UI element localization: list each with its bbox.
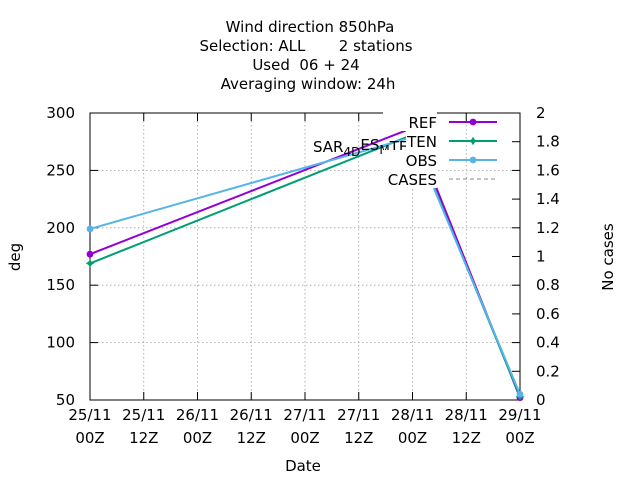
x-tick-label-hour: 12Z	[344, 429, 373, 447]
x-tick-label-hour: 00Z	[398, 429, 427, 447]
y2-axis-ticks: 0 0.2 0.4 0.6 0.8 1 1.2 1.4 1.6 1.8 2	[512, 104, 560, 409]
y2-axis-label: No cases	[599, 223, 617, 291]
x-tick-label-date: 26/11	[176, 406, 219, 424]
legend-entry-ten: TEN	[406, 131, 497, 151]
y-axis-label: deg	[6, 243, 24, 271]
overlapping-label-part-es: ES	[360, 136, 379, 154]
title-line-3: Used 06 + 24	[252, 56, 359, 74]
y-tick-label: 50	[56, 391, 75, 409]
x-tick-label-hour: 12Z	[129, 429, 158, 447]
overlapping-label-part-4d: 4D	[343, 145, 360, 159]
x-tick-label-date: 26/11	[230, 406, 273, 424]
legend-label-obs: OBS	[406, 152, 437, 170]
legend-marker-ten	[468, 136, 478, 146]
y2-tick-label: 0.6	[536, 305, 560, 323]
x-tick-label-date: 28/11	[445, 406, 488, 424]
legend-label-background	[406, 131, 438, 150]
plot-frame	[89, 112, 521, 401]
y2-tick-label: 0.8	[536, 276, 560, 294]
legend-entry-cases: CASES	[383, 169, 497, 189]
x-tick-label-hour: 00Z	[183, 429, 212, 447]
legend-marker-obs	[469, 156, 477, 164]
ten-point	[85, 259, 95, 268]
obs-point	[86, 225, 94, 233]
x-tick-label-hour: 00Z	[505, 429, 534, 447]
x-tick-label-date: 25/11	[68, 406, 111, 424]
x-tick-label-hour: 00Z	[75, 429, 104, 447]
grid	[90, 113, 520, 400]
y-axis-ticks: 50 100 150 200 250 300	[46, 104, 98, 409]
y2-tick-label: 0.2	[536, 362, 560, 380]
legend-label-background	[383, 150, 437, 169]
obs-point	[516, 390, 524, 398]
title-line-2: Selection: ALL 2 stations	[199, 37, 412, 55]
y2-tick-label: 0	[536, 391, 546, 409]
y-tick-label: 250	[46, 161, 75, 179]
y2-tick-label: 1.8	[536, 133, 560, 151]
x-axis-label: Date	[285, 457, 321, 475]
ref-point	[86, 250, 94, 258]
x-tick-label-date: 29/11	[498, 406, 541, 424]
y2-tick-label: 1.2	[536, 219, 560, 237]
legend-label-background	[383, 169, 437, 188]
title-line-1: Wind direction 850hPa	[226, 18, 395, 36]
title-line-4: Averaging window: 24h	[221, 75, 396, 93]
legend-entry-ref: REF	[383, 112, 497, 132]
y-tick-label: 100	[46, 334, 75, 352]
x-tick-label-date: 25/11	[122, 406, 165, 424]
y-tick-label: 150	[46, 276, 75, 294]
x-tick-label-hour: 12Z	[452, 429, 481, 447]
overlapping-label-part-sar: SAR	[313, 138, 343, 156]
legend-label-cases: CASES	[388, 171, 437, 189]
x-tick-label-hour: 12Z	[237, 429, 266, 447]
y-tick-label: 300	[46, 104, 75, 122]
y2-tick-label: 1	[536, 248, 546, 266]
x-tick-label-date: 28/11	[391, 406, 434, 424]
chart-title: Wind direction 850hPa Selection: ALL 2 s…	[199, 18, 412, 93]
legend-marker-ref	[469, 118, 477, 126]
y2-tick-label: 0.4	[536, 334, 560, 352]
legend-label-background	[383, 112, 437, 131]
x-tick-label-date: 27/11	[337, 406, 380, 424]
y2-tick-label: 1.6	[536, 161, 560, 179]
x-tick-label-date: 27/11	[283, 406, 326, 424]
y2-tick-label: 2	[536, 104, 546, 122]
x-axis-ticks: 25/11 00Z 25/11 12Z 26/11 00Z 26/11 12Z 27/11 00Z…	[68, 113, 542, 447]
legend-label-ten: TEN	[406, 133, 437, 151]
legend-label-ref: REF	[408, 114, 437, 132]
x-tick-label-hour: 00Z	[290, 429, 319, 447]
legend-entry-obs: OBS	[383, 150, 497, 170]
y-tick-label: 200	[46, 219, 75, 237]
axes	[89, 112, 521, 401]
y2-tick-label: 1.4	[536, 190, 560, 208]
